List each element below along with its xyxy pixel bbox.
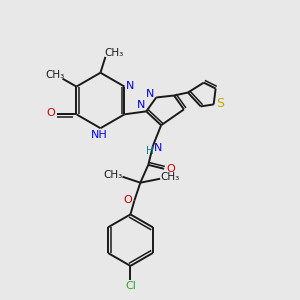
Text: O: O	[167, 164, 176, 174]
Text: CH₃: CH₃	[160, 172, 180, 182]
Text: N: N	[154, 143, 162, 153]
Text: N: N	[126, 81, 135, 91]
Text: H: H	[146, 146, 154, 156]
Text: CH₃: CH₃	[103, 170, 122, 180]
Text: NH: NH	[91, 130, 108, 140]
Text: Cl: Cl	[125, 281, 136, 291]
Text: N: N	[137, 100, 146, 110]
Text: N: N	[146, 88, 154, 98]
Text: CH₃: CH₃	[105, 48, 124, 58]
Text: S: S	[217, 97, 225, 110]
Text: CH₃: CH₃	[45, 70, 64, 80]
Text: O: O	[123, 194, 132, 205]
Text: O: O	[46, 108, 55, 118]
